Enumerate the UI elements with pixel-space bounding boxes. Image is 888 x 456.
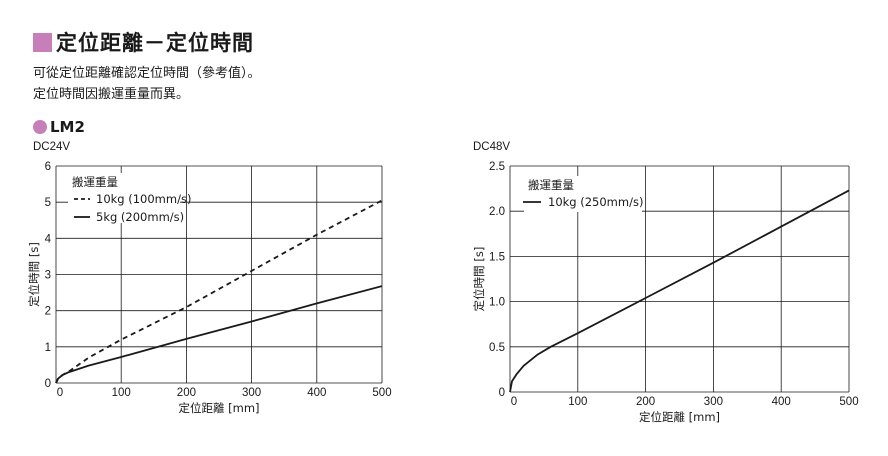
chart-2-legend-entry: 10kg (250mm/s) <box>548 195 643 209</box>
title-square-icon <box>33 32 52 52</box>
chart-1-legend-box <box>68 173 180 223</box>
chart-1-ytick-label: 3 <box>45 270 51 282</box>
chart-2-xtick-label: 0 <box>511 396 517 408</box>
chart-2-ytick-label: 1.0 <box>489 297 505 309</box>
chart-1-ytick-label: 2 <box>45 306 51 318</box>
chart-2-xtick-label: 500 <box>839 396 858 408</box>
chart-2-ylabel: 定位時間 [s] <box>472 247 486 312</box>
chart-1-xlabel: 定位距離 [mm] <box>178 401 259 415</box>
model-dot-icon <box>33 120 47 134</box>
chart-1-xtick-label: 500 <box>372 387 391 399</box>
chart-1-ytick-label: 5 <box>45 197 51 209</box>
chart-1-ytick-label: 6 <box>45 161 51 173</box>
chart-1-xtick-label: 300 <box>242 387 261 399</box>
chart-1-ytick-label: 0 <box>45 378 51 390</box>
chart-1-xtick-label: 0 <box>57 387 63 399</box>
chart-2-ytick-label: 2.0 <box>489 206 505 218</box>
chart-1-xtick-label: 400 <box>307 387 326 399</box>
chart-2-ytick-label: 1.5 <box>489 251 505 263</box>
description-line-1: 可從定位距離確認定位時間（參考值）。 <box>33 66 261 81</box>
page-title-row: 定位距離－定位時間 <box>33 29 254 55</box>
chart-1-ytick-label: 4 <box>45 233 52 245</box>
chart-2-xtick-label: 400 <box>772 396 791 408</box>
chart-2-xtick-label: 300 <box>704 396 723 408</box>
chart-1-legend-entry: 10kg (100mm/s) <box>96 192 191 206</box>
page-title: 定位距離－定位時間 <box>56 31 254 55</box>
chart-1-series-line <box>55 285 383 384</box>
chart-2-xtick-label: 100 <box>568 396 587 408</box>
chart-2-legend-title: 搬運重量 <box>528 178 574 192</box>
model-name: LM2 <box>50 118 85 136</box>
chart-1-xtick-label: 200 <box>177 387 196 399</box>
chart-1-series-line <box>55 199 383 384</box>
chart-1-xtick-label: 100 <box>112 387 131 399</box>
chart-2-xtick-label: 200 <box>636 396 655 408</box>
description-line-2: 定位時間因搬運重量而異。 <box>33 87 190 102</box>
chart-2-ytick-label: 0 <box>499 387 505 399</box>
chart-1-legend-title: 搬運重量 <box>72 175 118 189</box>
chart-1-ytick-label: 1 <box>45 342 51 354</box>
chart-2-subtitle: DC48V <box>473 141 510 153</box>
chart-2-legend-box <box>524 176 642 212</box>
chart-1-ylabel: 定位時間 [s] <box>27 242 41 307</box>
chart-2-series-line <box>509 189 850 393</box>
chart-1-legend-entry: 5kg (200mm/s) <box>96 210 184 224</box>
chart-2-ytick-label: 2.5 <box>489 161 505 173</box>
chart-2-ytick-label: 0.5 <box>489 342 505 354</box>
model-heading: LM2 <box>33 117 85 137</box>
chart-2-xlabel: 定位距離 [mm] <box>639 410 720 424</box>
chart-1-subtitle: DC24V <box>33 141 70 153</box>
